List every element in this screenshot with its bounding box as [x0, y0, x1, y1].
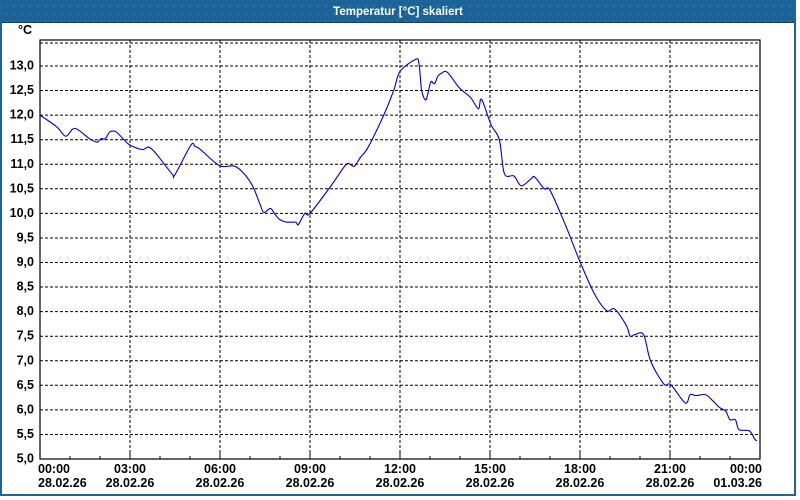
svg-text:28.02.26: 28.02.26 [646, 476, 695, 490]
svg-text:28.02.26: 28.02.26 [106, 476, 155, 490]
svg-text:28.02.26: 28.02.26 [376, 476, 425, 490]
svg-text:7,0: 7,0 [17, 353, 34, 367]
svg-text:28.02.26: 28.02.26 [556, 476, 605, 490]
svg-text:03:00: 03:00 [114, 462, 146, 476]
svg-text:13,0: 13,0 [10, 59, 34, 73]
svg-text:8,0: 8,0 [17, 304, 34, 318]
svg-text:°C: °C [18, 23, 32, 37]
svg-text:00:00: 00:00 [38, 462, 70, 476]
svg-text:18:00: 18:00 [564, 462, 596, 476]
svg-text:9,0: 9,0 [17, 255, 34, 269]
svg-text:9,5: 9,5 [17, 230, 34, 244]
svg-text:28.02.26: 28.02.26 [286, 476, 335, 490]
svg-text:10,0: 10,0 [10, 206, 34, 220]
svg-text:21:00: 21:00 [654, 462, 686, 476]
svg-text:12,0: 12,0 [10, 108, 34, 122]
svg-text:09:00: 09:00 [294, 462, 326, 476]
svg-text:7,5: 7,5 [17, 329, 34, 343]
svg-text:8,5: 8,5 [17, 280, 34, 294]
svg-text:11,0: 11,0 [10, 157, 34, 171]
svg-text:06:00: 06:00 [204, 462, 236, 476]
svg-text:6,5: 6,5 [17, 378, 34, 392]
svg-text:28.02.26: 28.02.26 [38, 476, 87, 490]
svg-text:01.03.26: 01.03.26 [713, 476, 762, 490]
svg-text:28.02.26: 28.02.26 [196, 476, 245, 490]
svg-text:12,5: 12,5 [10, 83, 34, 97]
svg-text:10,5: 10,5 [10, 181, 34, 195]
svg-text:12:00: 12:00 [384, 462, 416, 476]
svg-text:6,0: 6,0 [17, 402, 34, 416]
svg-text:11,5: 11,5 [10, 132, 34, 146]
svg-text:5,5: 5,5 [17, 427, 34, 441]
svg-text:5,0: 5,0 [17, 452, 34, 466]
svg-text:15:00: 15:00 [474, 462, 506, 476]
svg-text:00:00: 00:00 [730, 462, 762, 476]
svg-text:28.02.26: 28.02.26 [466, 476, 515, 490]
